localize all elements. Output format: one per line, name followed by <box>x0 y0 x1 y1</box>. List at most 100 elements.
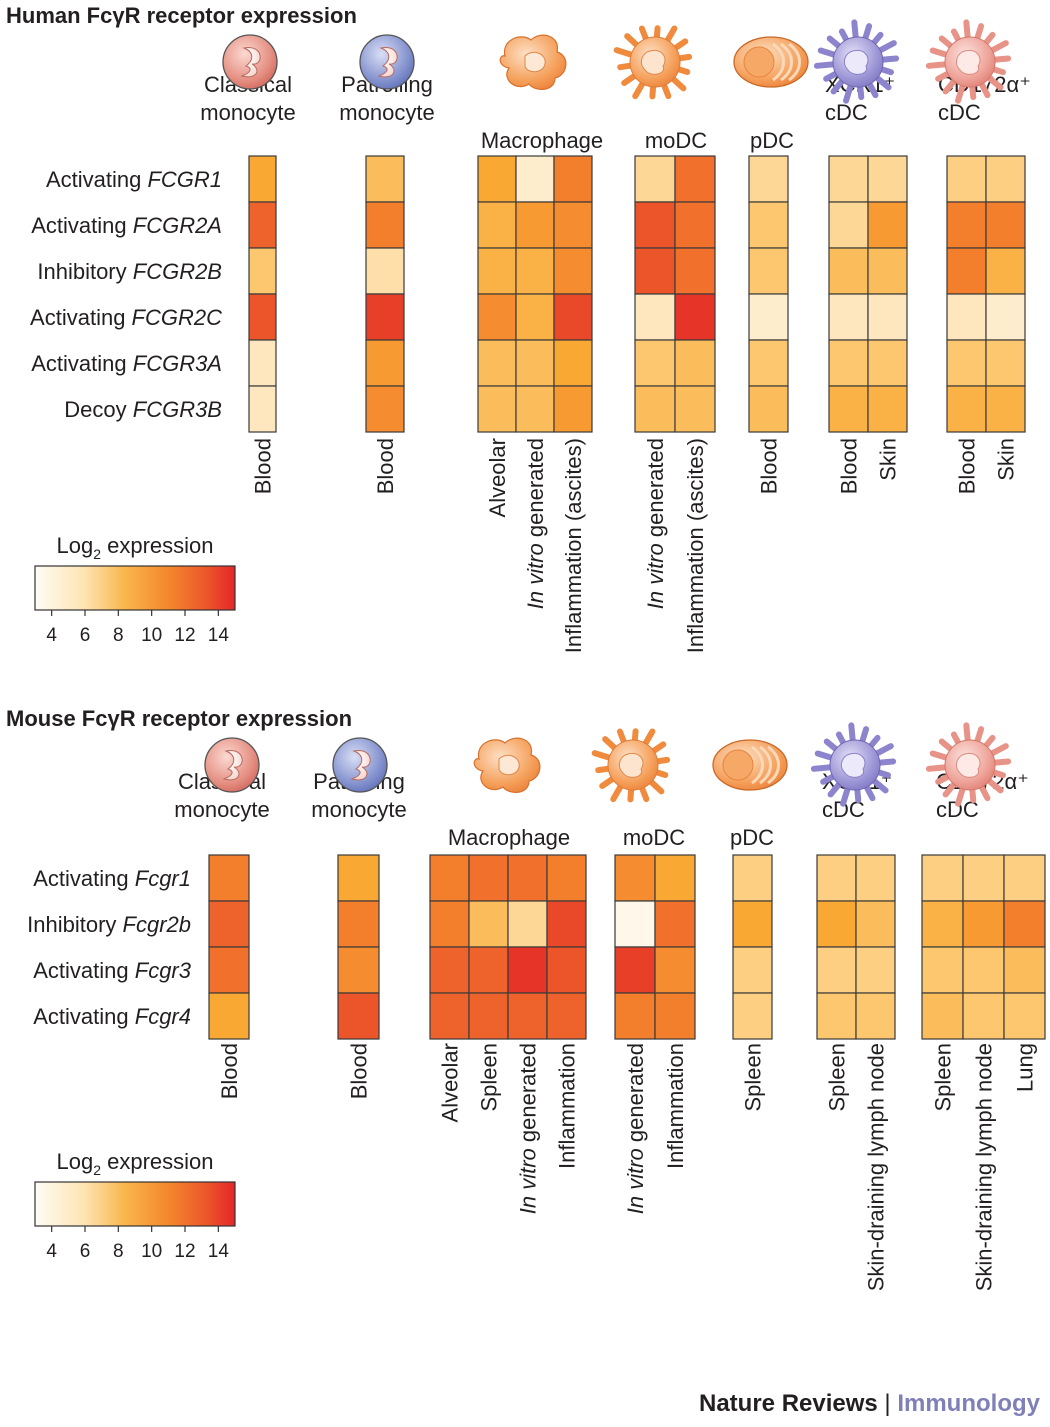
heatmap-cell <box>634 247 676 295</box>
tissue-label: In vitro generated <box>516 1043 541 1214</box>
tissue-label: Inflammation (ascites) <box>561 438 586 653</box>
row-label: Activating Fcgr3 <box>33 958 192 983</box>
patrolling-monocyte-icon <box>359 34 415 90</box>
heatmap-cell <box>515 385 555 433</box>
heatmap-cell <box>429 946 470 994</box>
heatmap-cell <box>855 900 896 948</box>
heatmap-cell <box>1003 946 1046 994</box>
heatmap-figure: Human FcγR receptor expression Activating… <box>6 3 1046 1291</box>
heatmap-cell <box>732 992 773 1040</box>
group-label: cDC <box>938 100 981 125</box>
heatmap-cell <box>962 854 1005 902</box>
macrophage-icon <box>499 34 567 90</box>
heatmap-cell <box>1003 854 1046 902</box>
heatmap-cell <box>855 854 896 902</box>
group-label: pDC <box>730 825 774 850</box>
group-label: Macrophage <box>448 825 570 850</box>
credit-separator: | <box>884 1390 891 1417</box>
heatmap-cell <box>429 900 470 948</box>
heatmap-cell <box>553 293 593 341</box>
heatmap-cell <box>614 946 656 994</box>
heatmap-cell <box>867 293 908 341</box>
heatmap-cell <box>546 900 587 948</box>
heatmap-cell <box>921 992 964 1040</box>
tissue-label: Blood <box>757 438 782 494</box>
tissue-label: Spleen <box>825 1043 850 1112</box>
legend-tick-label: 12 <box>174 625 195 646</box>
legend-tick-label: 8 <box>113 625 124 646</box>
tissue-label: Blood <box>837 438 862 494</box>
row-label: Activating FCGR2C <box>30 305 222 330</box>
xcr1-cdc-icon <box>810 722 897 807</box>
publisher-name: Nature Reviews <box>699 1390 878 1417</box>
heatmap-cell <box>248 385 277 433</box>
heatmap-cell <box>962 946 1005 994</box>
heatmap-cell <box>208 854 250 902</box>
heatmap-cell <box>546 854 587 902</box>
heatmap-cell <box>921 854 964 902</box>
tissue-label: Blood <box>217 1043 242 1099</box>
row-label: Decoy FCGR3B <box>64 397 222 422</box>
tissue-label: Blood <box>251 438 276 494</box>
heatmap-cell <box>946 247 987 295</box>
heatmap-cell <box>248 339 277 387</box>
legend-tick-label: 14 <box>208 625 230 646</box>
row-label: Activating FCGR2A <box>31 213 222 238</box>
heatmap-cell <box>732 854 773 902</box>
heatmap-cell <box>674 385 716 433</box>
tissue-label: Spleen <box>741 1043 766 1112</box>
chart-title: Human FcγR receptor expression <box>6 3 357 28</box>
heatmap-cell <box>1003 900 1046 948</box>
classical-monocyte-icon <box>222 34 278 90</box>
heatmap-cell <box>365 339 405 387</box>
heatmap-cell <box>867 201 908 249</box>
heatmap-cell <box>985 155 1026 203</box>
heatmap-cell <box>732 946 773 994</box>
legend-title: Log2 expression <box>56 533 213 562</box>
heatmap-cell <box>828 339 869 387</box>
heatmap-cell <box>867 247 908 295</box>
heatmap-cell <box>748 155 789 203</box>
heatmap-cell <box>867 155 908 203</box>
heatmap-cell <box>477 155 517 203</box>
heatmap-cell <box>867 385 908 433</box>
tissue-label: Lung <box>1013 1043 1038 1092</box>
heatmap-cell <box>477 385 517 433</box>
heatmap-cell <box>248 247 277 295</box>
modc-icon <box>591 728 671 803</box>
legend-tick-label: 12 <box>174 1241 195 1262</box>
heatmap-cell <box>674 155 716 203</box>
group-label: monocyte <box>311 797 406 822</box>
legend-tick-label: 6 <box>80 1241 91 1262</box>
legend-tick-label: 10 <box>141 625 162 646</box>
heatmap-cell <box>553 247 593 295</box>
heatmap-cell <box>828 293 869 341</box>
heatmap-cell <box>507 900 548 948</box>
heatmap-cell <box>634 201 676 249</box>
heatmap-cell <box>921 946 964 994</box>
heatmap-cell <box>365 155 405 203</box>
tissue-label: Inflammation <box>663 1043 688 1169</box>
heatmap-cell <box>748 385 789 433</box>
legend-title: Log2 expression <box>56 1149 213 1178</box>
heatmap-cell <box>748 293 789 341</box>
heatmap-cell <box>962 900 1005 948</box>
legend-tick-label: 6 <box>80 625 91 646</box>
group-label: monocyte <box>200 100 295 125</box>
tissue-label: In vitro generated <box>643 438 668 609</box>
heatmap-cell <box>748 247 789 295</box>
heatmap-cell <box>553 339 593 387</box>
legend-tick-label: 4 <box>46 625 57 646</box>
group-label: pDC <box>750 128 794 153</box>
heatmap-cell <box>946 155 987 203</box>
heatmap-cell <box>946 293 987 341</box>
tissue-label: Skin-draining lymph node <box>972 1043 997 1291</box>
heatmap-cell <box>365 293 405 341</box>
modc-icon <box>613 25 693 100</box>
heatmap-cell <box>634 293 676 341</box>
heatmap-cell <box>429 854 470 902</box>
heatmap-cell <box>365 201 405 249</box>
heatmap-cell <box>985 385 1026 433</box>
heatmap-cell <box>468 854 509 902</box>
tissue-label: Inflammation <box>555 1043 580 1169</box>
